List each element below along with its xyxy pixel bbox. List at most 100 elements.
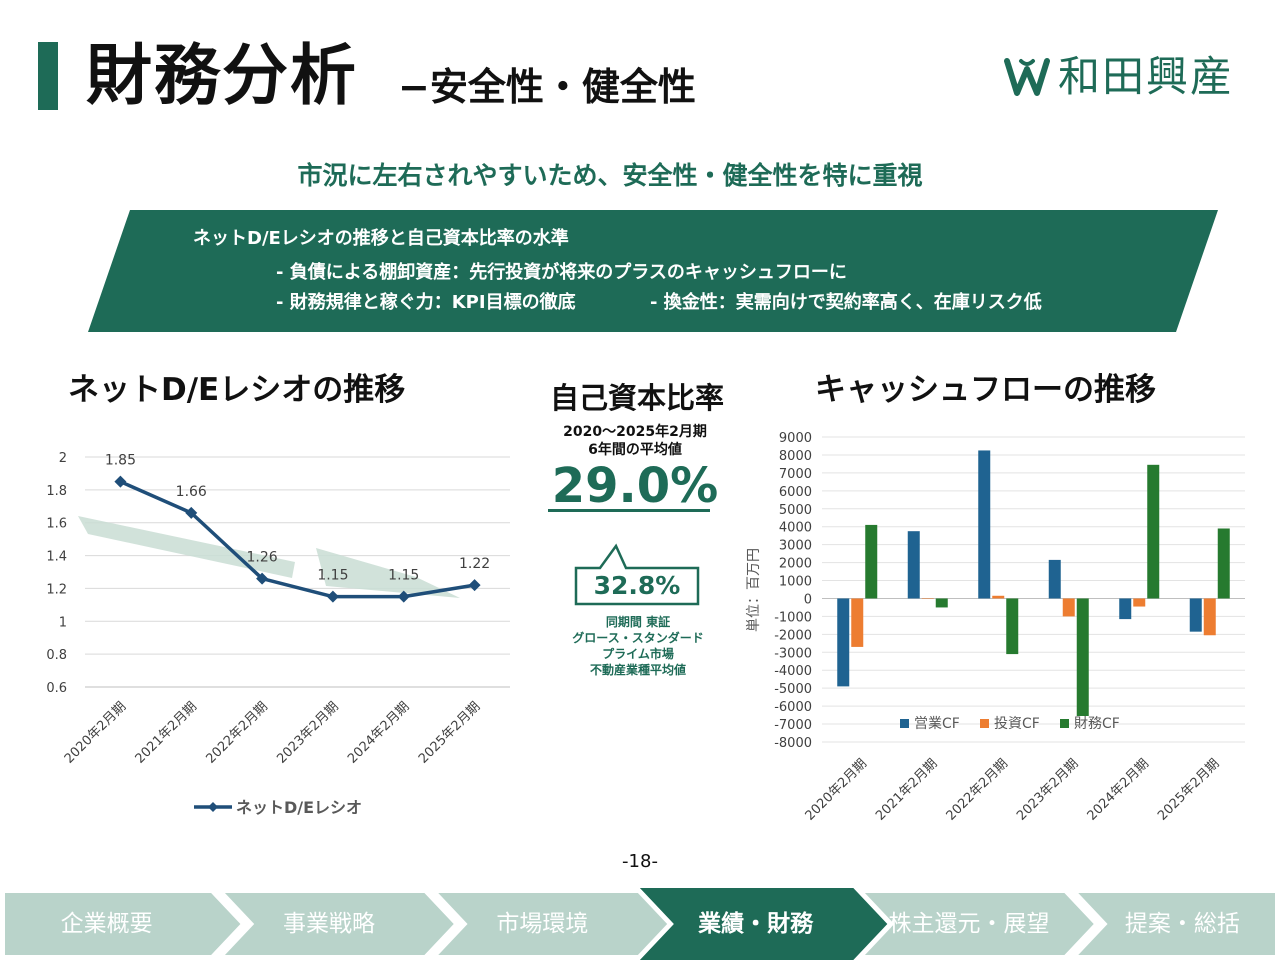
de-data-label: 1.85 bbox=[105, 453, 136, 469]
cf-legend-label: 財務CF bbox=[1074, 716, 1120, 732]
cf-y-tick-label: 7000 bbox=[779, 467, 812, 482]
de-data-point bbox=[397, 590, 410, 603]
nav-item-1[interactable]: 企業概要 bbox=[60, 911, 153, 937]
nav-chevron bbox=[419, 888, 681, 960]
cf-y-tick-label: -3000 bbox=[774, 646, 812, 661]
cf-bar bbox=[1062, 598, 1075, 617]
equity-period-line2: 6年間の平均値 bbox=[588, 442, 682, 458]
cf-y-tick-label: -5000 bbox=[774, 682, 812, 697]
equity-ratio-value: 29.0% bbox=[551, 458, 719, 514]
cash-flow-chart: 9000 8000 7000 6000 5000 4000 3000 2000 1000 0 -10… bbox=[746, 431, 1245, 824]
banner-heading: ネットD/Eレシオの推移と自己資本比率の水準 bbox=[193, 228, 569, 249]
cf-x-tick-label: 2020年2月期 bbox=[803, 756, 870, 823]
logo-text: 和田興産 bbox=[1058, 52, 1235, 101]
de-data-point bbox=[468, 579, 481, 592]
nav-item-3[interactable]: 市場環境 bbox=[496, 911, 589, 937]
cf-x-tick-label: 2023年2月期 bbox=[1014, 756, 1081, 823]
cf-y-tick-label: -7000 bbox=[774, 718, 812, 733]
equity-value-underline bbox=[548, 509, 710, 512]
de-y-tick-label: 1.2 bbox=[46, 582, 67, 597]
de-data-label: 1.66 bbox=[176, 484, 207, 500]
cf-bar bbox=[1217, 528, 1230, 599]
nav-chevron-active bbox=[640, 888, 888, 960]
banner-point-3: - 換金性：実需向けで契約率高く、在庫リスク低 bbox=[650, 292, 1042, 313]
de-data-label: 1.22 bbox=[459, 556, 490, 572]
de-y-tick-label: 1.8 bbox=[46, 484, 67, 499]
trend-arrow-shape bbox=[78, 516, 295, 578]
de-data-label: 1.15 bbox=[388, 568, 419, 584]
logo-mark-icon bbox=[1004, 58, 1050, 96]
cf-legend-swatch bbox=[980, 719, 989, 728]
de-y-tick-label: 0.8 bbox=[46, 648, 67, 663]
cf-y-tick-label: 2000 bbox=[779, 557, 812, 572]
de-y-tick-label: 1 bbox=[59, 615, 67, 630]
title-accent-bar bbox=[38, 42, 58, 110]
cf-y-tick-label: 0 bbox=[804, 592, 812, 607]
nav-item-5[interactable]: 株主還元・展望 bbox=[888, 911, 1050, 937]
de-y-tick-label: 1.6 bbox=[46, 517, 67, 532]
de-y-tick-label: 0.6 bbox=[46, 681, 67, 696]
de-data-point bbox=[256, 572, 269, 585]
de-x-tick-label: 2023年2月期 bbox=[274, 699, 341, 766]
comparison-note: 同期間 東証 グロース・スタンダード プライム市場 不動産業種平均値 bbox=[572, 615, 704, 677]
cf-bar bbox=[837, 598, 850, 687]
cf-y-tick-label: -8000 bbox=[774, 736, 812, 751]
cf-chart-title: キャッシュフローの推移 bbox=[815, 372, 1156, 408]
de-y-tick-label: 2 bbox=[59, 451, 67, 466]
de-x-tick-label: 2025年2月期 bbox=[416, 699, 483, 766]
cf-legend-swatch bbox=[1060, 719, 1069, 728]
comparison-callout-box bbox=[574, 543, 700, 606]
de-x-tick-label: 2020年2月期 bbox=[62, 699, 129, 766]
de-x-tick-label: 2021年2月期 bbox=[133, 699, 200, 766]
cf-y-tick-label: 8000 bbox=[779, 449, 812, 464]
cf-bar bbox=[1119, 598, 1132, 620]
equity-ratio-title: 自己資本比率 bbox=[550, 381, 725, 415]
cf-bar bbox=[992, 595, 1005, 599]
net-de-ratio-chart: 2 1.8 1.6 1.4 1.2 1 0.8 0.6 1.85 1.66 1.26 1.15 1.15… bbox=[46, 451, 510, 817]
cf-bar bbox=[935, 598, 948, 608]
de-data-label: 1.26 bbox=[246, 550, 277, 566]
page-number: -18- bbox=[622, 851, 658, 872]
de-data-point bbox=[114, 475, 127, 488]
cf-bar bbox=[921, 598, 934, 599]
equity-period: 2020〜2025年2月期 6年間の平均値 bbox=[540, 423, 730, 459]
cf-y-tick-label: 1000 bbox=[779, 575, 812, 590]
banner-background bbox=[88, 210, 1218, 332]
banner-point-1: - 負債による棚卸資産：先行投資が将来のプラスのキャッシュフローに bbox=[276, 262, 847, 283]
nav-chevron bbox=[1059, 888, 1280, 960]
nav-background bbox=[0, 888, 1280, 960]
cf-y-tick-label: -6000 bbox=[774, 700, 812, 715]
banner-point-2: - 財務規律と稼ぐ力：KPI目標の徹底 bbox=[276, 292, 576, 313]
de-data-point bbox=[326, 590, 339, 603]
cf-y-tick-label: 3000 bbox=[779, 539, 812, 554]
cf-y-tick-label: -1000 bbox=[774, 610, 812, 625]
company-logo: 和田興産 bbox=[1004, 52, 1234, 102]
trend-arrow-shape bbox=[316, 548, 460, 598]
de-y-tick-label: 1.4 bbox=[46, 550, 67, 565]
nav-item-4[interactable]: 業績・財務 bbox=[698, 911, 814, 937]
nav-item-2[interactable]: 事業戦略 bbox=[282, 911, 375, 937]
cf-y-tick-label: -2000 bbox=[774, 628, 812, 643]
cf-y-axis-title: 単位：百万円 bbox=[746, 548, 762, 632]
cf-bar bbox=[1147, 464, 1160, 599]
cf-y-tick-label: 4000 bbox=[779, 521, 812, 536]
page-title: 財務分析 bbox=[86, 37, 358, 114]
de-legend-marker bbox=[208, 802, 218, 812]
nav-item-6[interactable]: 提案・総括 bbox=[1124, 911, 1240, 937]
de-data-label: 1.15 bbox=[317, 568, 348, 584]
nav-chevron bbox=[206, 888, 468, 960]
cf-bar bbox=[907, 531, 920, 599]
de-data-point bbox=[185, 506, 198, 519]
cf-x-tick-label: 2025年2月期 bbox=[1155, 756, 1222, 823]
cf-bar bbox=[865, 524, 878, 599]
cf-bar bbox=[1048, 559, 1061, 599]
cf-bar bbox=[978, 450, 991, 599]
cf-y-tick-label: 5000 bbox=[779, 503, 812, 518]
summary-banner: ネットD/Eレシオの推移と自己資本比率の水準 - 負債による棚卸資産：先行投資が… bbox=[88, 210, 1218, 332]
cf-bar bbox=[1076, 598, 1089, 716]
de-series-line bbox=[119, 480, 475, 599]
de-x-tick-label: 2024年2月期 bbox=[345, 699, 412, 766]
cf-bar bbox=[851, 598, 864, 647]
cf-bar bbox=[1133, 598, 1146, 607]
cf-x-tick-label: 2022年2月期 bbox=[944, 756, 1011, 823]
